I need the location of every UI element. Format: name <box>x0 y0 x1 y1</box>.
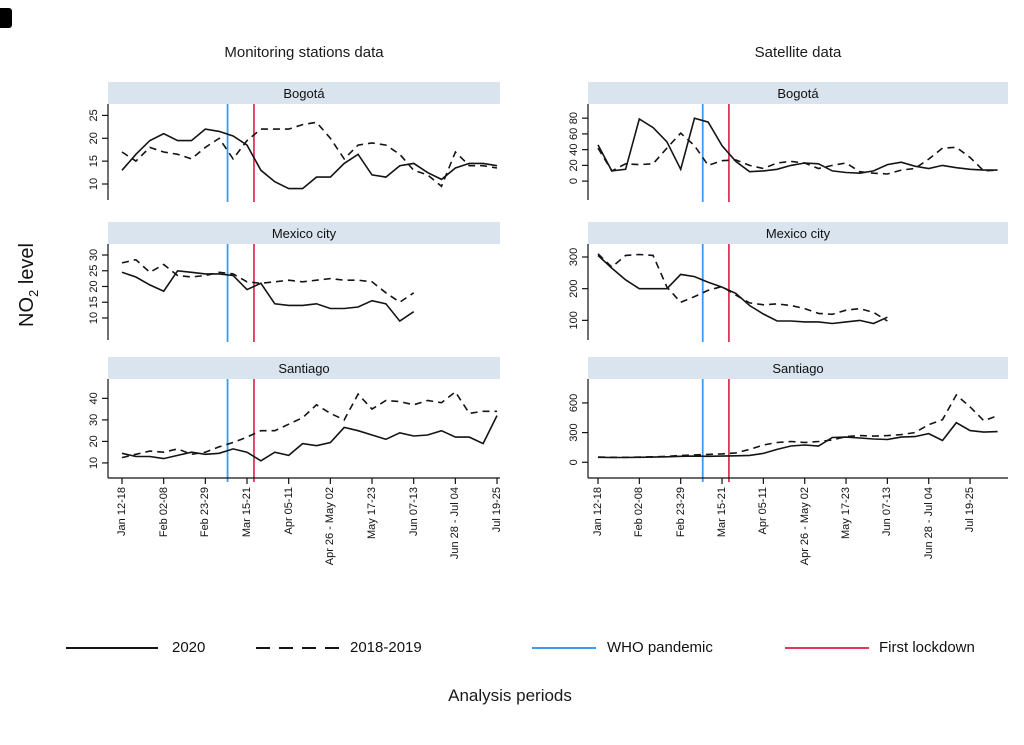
plot-satellite-mexico-city: 100 200 300 <box>568 244 888 342</box>
panel-strip-satellite-santiago: Santiago <box>588 357 1008 379</box>
series-2018-2019 <box>597 253 888 322</box>
x-tick-label: Jun 07-13 <box>407 487 420 536</box>
panel-strip-monitoring-mexico-city: Mexico city <box>108 222 500 244</box>
y-tick-label: 25 <box>88 265 100 277</box>
series-2020 <box>597 117 998 175</box>
legend-line-2020 <box>66 647 158 649</box>
x-tick-label: Apr 26 - May 02 <box>798 487 811 566</box>
y-tick-label: 200 <box>568 279 580 297</box>
series-2020 <box>121 269 415 323</box>
y-axis-title: NO2 level <box>15 243 41 327</box>
series-2018-2019 <box>597 131 998 175</box>
y-tick-label: 20 <box>88 132 100 144</box>
x-tick-label: Feb 02-08 <box>633 487 646 538</box>
x-tick-label: Jan 12-18 <box>592 487 604 536</box>
corner-black-square <box>0 8 12 28</box>
y-tick-label: 30 <box>88 414 100 426</box>
x-tick-label: May 17-23 <box>840 487 853 539</box>
legend-line-who-pandemic <box>532 647 596 649</box>
legend-label-first-lockdown: First lockdown <box>879 639 975 656</box>
y-tick-label: 60 <box>568 128 580 140</box>
y-tick-label: 10 <box>88 178 100 190</box>
panel-strip-monitoring-bogota: Bogotá <box>108 82 500 104</box>
y-tick-label: 0 <box>568 178 580 184</box>
legend-label-2018-2019: 2018-2019 <box>350 639 422 656</box>
plot-satellite-bogota: 0 20 40 60 80 <box>568 104 998 202</box>
x-tick-label: Jul 19-25 <box>491 487 504 533</box>
y-tick-label: 30 <box>88 249 100 261</box>
x-tick-label: Jun 28 - Jul 04 <box>449 487 462 560</box>
panel-strip-satellite-mexico-city: Mexico city <box>588 222 1008 244</box>
y-tick-label: 10 <box>88 457 100 469</box>
y-tick-label: 40 <box>88 392 100 404</box>
series-2018-2019 <box>121 390 497 459</box>
x-tick-label: Apr 05-11 <box>282 487 295 535</box>
x-tick-label: Feb 02-08 <box>157 487 170 538</box>
y-tick-label: 80 <box>568 112 580 124</box>
x-tick-label: Feb 23-29 <box>674 487 687 538</box>
y-tick-label: 20 <box>88 435 100 447</box>
series-2020 <box>597 254 888 325</box>
x-tick-label: Mar 15-21 <box>716 487 729 538</box>
legend-label-2020: 2020 <box>172 639 206 656</box>
series-2020 <box>597 421 998 459</box>
x-tick-label: Feb 23-29 <box>199 487 212 538</box>
y-tick-label: 25 <box>88 109 100 121</box>
legend-line-2018-2019 <box>256 647 342 649</box>
x-tick-label: Mar 15-21 <box>241 487 253 538</box>
y-tick-label: 0 <box>568 459 580 465</box>
series-2020 <box>121 128 498 190</box>
panel-strip-monitoring-santiago: Santiago <box>108 357 500 379</box>
series-2018-2019 <box>597 393 998 459</box>
series-2018-2019 <box>121 121 498 188</box>
plot-monitoring-santiago: 10 20 30 40 <box>88 379 500 484</box>
y-tick-label: 600 <box>568 394 580 412</box>
y-tick-label: 300 <box>568 248 580 266</box>
series-2018-2019 <box>121 258 415 304</box>
x-tick-label: Apr 26 - May 02 <box>324 487 337 566</box>
x-tick-label: Jun 07-13 <box>881 487 894 536</box>
column-title-satellite: Satellite data <box>754 44 842 61</box>
plot-monitoring-mexico-city: 10 15 20 25 30 <box>88 244 415 342</box>
column-title-monitoring: Monitoring stations data <box>224 44 384 61</box>
x-tick-label: May 17-23 <box>366 487 379 539</box>
x-tick-label: Jul 19-25 <box>964 487 977 533</box>
y-tick-label: 40 <box>568 144 580 156</box>
legend-line-first-lockdown <box>785 647 869 649</box>
y-tick-label: 100 <box>568 311 580 329</box>
y-tick-label: 10 <box>88 312 100 324</box>
y-tick-label: 300 <box>568 423 580 441</box>
x-tick-label: Apr 05-11 <box>757 487 770 535</box>
plot-monitoring-bogota: 10 15 20 25 <box>88 104 498 202</box>
x-tick-label: Jan 12-18 <box>116 487 128 536</box>
plot-satellite-santiago: 0 300 600 <box>568 379 1008 484</box>
y-tick-label: 20 <box>88 280 100 292</box>
x-axis-title: Analysis periods <box>448 686 572 705</box>
series-2020 <box>121 415 498 462</box>
legend-label-who-pandemic: WHO pandemic <box>607 639 713 656</box>
x-tick-label: Jun 28 - Jul 04 <box>922 487 935 560</box>
y-tick-label: 15 <box>88 155 100 167</box>
y-tick-label: 20 <box>568 159 580 171</box>
panel-strip-satellite-bogota: Bogotá <box>588 82 1008 104</box>
y-tick-label: 15 <box>88 296 100 308</box>
